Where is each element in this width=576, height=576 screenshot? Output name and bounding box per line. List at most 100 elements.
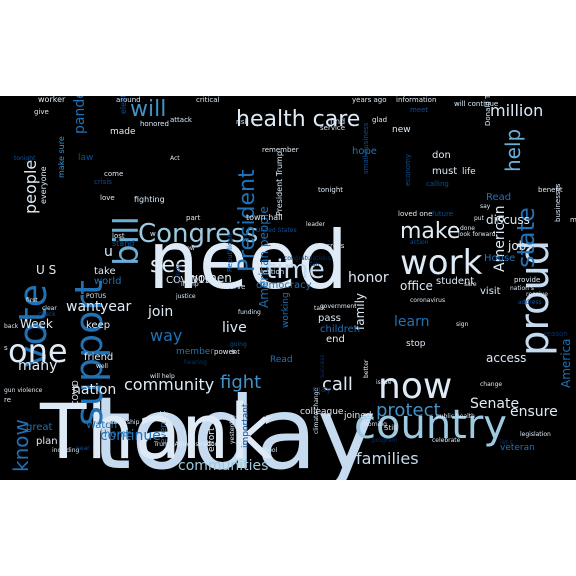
- word-part: part: [186, 214, 201, 222]
- word-time: time: [266, 255, 325, 285]
- word-fair: fair: [310, 261, 320, 268]
- word-years-ago: years ago: [352, 96, 387, 104]
- word-office: office: [400, 279, 433, 293]
- word-make-sure: make sure: [57, 136, 66, 178]
- word-remember: remember: [262, 146, 299, 154]
- word-world: world: [94, 276, 122, 287]
- word-friend: friend: [84, 352, 113, 363]
- word-president-trump: President Trump: [275, 151, 284, 216]
- word-student: student: [436, 276, 474, 287]
- word-leader: leader: [306, 221, 326, 228]
- word-women: women: [188, 271, 232, 285]
- word-end: end: [326, 334, 345, 345]
- word-hope: hope: [352, 146, 377, 157]
- word-covid: COVID: [71, 380, 80, 406]
- word-celebrate: celebrate: [432, 437, 461, 444]
- word-future: future: [432, 210, 453, 218]
- word-year: year: [100, 299, 131, 315]
- word-plan: plan: [36, 436, 58, 447]
- word-know: know: [9, 419, 33, 472]
- word-make: make: [400, 219, 460, 244]
- word-nation-s: nation s: [510, 285, 534, 292]
- word-morning: morning: [362, 421, 387, 428]
- word-joined: joined: [343, 411, 371, 421]
- word-support: support: [67, 280, 111, 426]
- word-tomorrow: tomorrow: [166, 245, 195, 252]
- word-see: see: [150, 253, 189, 278]
- word-address: address: [518, 299, 542, 306]
- word-republican: Republican: [226, 233, 234, 272]
- word-way: way: [150, 326, 182, 345]
- word-tonight: tonight: [14, 155, 36, 162]
- word-pass: pass: [318, 313, 341, 324]
- word-across: across: [322, 242, 345, 250]
- word-people: people: [21, 160, 40, 214]
- word-stop: stop: [406, 339, 426, 349]
- word-school: school: [258, 447, 278, 454]
- word-meet: meet: [410, 106, 428, 114]
- word-check: check: [38, 311, 56, 318]
- word-life: life: [462, 167, 476, 177]
- word-bill: bill: [107, 216, 147, 266]
- word-coronavirus: coronavirus: [410, 297, 445, 304]
- word-today: today: [92, 375, 376, 480]
- word-pandemic: pandemic: [72, 96, 88, 134]
- word-congress: Congress: [138, 219, 258, 249]
- word-reason: reason: [544, 330, 568, 338]
- word-will-help: will help: [150, 373, 175, 380]
- word-better: better: [363, 359, 370, 378]
- word-public-health: public health: [436, 413, 475, 420]
- word-covid19: COVID19: [166, 275, 211, 286]
- word-honor: honor: [348, 270, 389, 286]
- word-small-business: small business: [362, 122, 370, 174]
- word-many: many: [18, 358, 57, 374]
- word-attack: attack: [170, 116, 193, 124]
- word-learn: learn: [394, 314, 429, 330]
- word-sign: sign: [456, 321, 469, 328]
- word-live: live: [222, 320, 247, 336]
- word-made: made: [110, 127, 136, 137]
- word-protect: protect: [376, 400, 441, 421]
- word-put: put: [474, 215, 485, 222]
- word-going: going: [230, 341, 247, 348]
- word-s: s: [4, 344, 8, 352]
- word-trump: Trump: [179, 281, 199, 288]
- word-town-hall: town hall: [246, 213, 283, 222]
- word-important: important: [241, 403, 251, 448]
- word-say: say: [480, 203, 491, 210]
- word-find: find: [330, 117, 345, 126]
- word-program: program: [372, 437, 398, 444]
- word-state: state: [512, 207, 540, 268]
- word-read: Read: [270, 355, 293, 365]
- word-able: able: [156, 411, 169, 418]
- word-community: community: [124, 375, 214, 394]
- word-still: Still: [384, 424, 397, 432]
- word-history: history: [175, 263, 182, 284]
- word-senate: Senate: [470, 396, 519, 412]
- word-benefit: benefit: [538, 186, 563, 194]
- word-yesterday: yesterday: [229, 414, 236, 444]
- word-nation: nation: [72, 382, 116, 398]
- word-gun-violence: gun violence: [4, 387, 43, 394]
- word-home: home: [104, 429, 132, 440]
- word-now: now: [378, 366, 452, 407]
- word-legislation: legislation: [520, 431, 551, 438]
- word-provide: provide: [514, 276, 540, 284]
- word-children: children: [320, 324, 360, 335]
- word-fight: fight: [220, 372, 261, 393]
- word-service: service: [320, 124, 345, 132]
- word-power: power: [214, 348, 236, 356]
- word-united-states: United States: [256, 227, 297, 234]
- word-including: including: [52, 447, 80, 454]
- word-will: will: [130, 97, 166, 122]
- word-change: change: [480, 381, 502, 388]
- word-love: love: [100, 194, 115, 202]
- word-risk: risk: [236, 118, 249, 126]
- word-democracy: democracy: [256, 280, 312, 291]
- word-stand: stand: [112, 239, 134, 248]
- word-critical: critical: [196, 96, 219, 104]
- word-proud: proud: [512, 240, 558, 356]
- word-around: around: [116, 96, 141, 104]
- word-loved-one: loved one: [398, 210, 432, 218]
